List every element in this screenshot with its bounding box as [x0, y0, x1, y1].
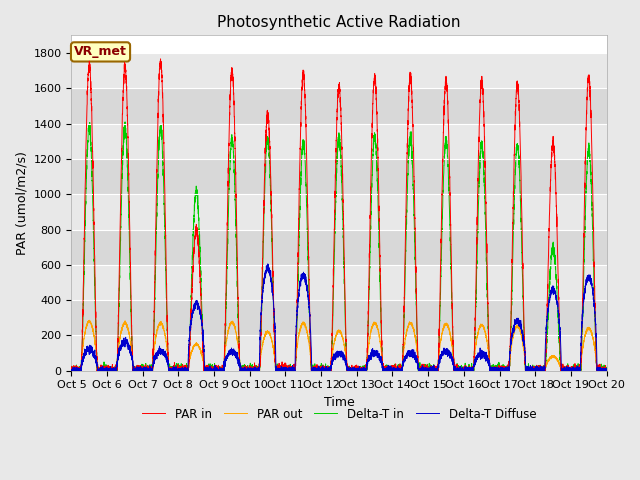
Delta-T in	[603, 367, 611, 373]
Delta-T in	[177, 364, 184, 370]
Delta-T in	[489, 368, 497, 373]
Delta-T in	[601, 368, 609, 373]
PAR out	[177, 368, 184, 373]
PAR in	[157, 56, 164, 62]
PAR in	[489, 368, 497, 373]
PAR in	[413, 315, 420, 321]
Delta-T in	[68, 368, 76, 373]
Y-axis label: PAR (umol/m2/s): PAR (umol/m2/s)	[15, 151, 28, 255]
Bar	[72, 336, 607, 371]
Line: Delta-T Diffuse: Delta-T Diffuse	[72, 264, 607, 371]
Bar	[72, 300, 607, 336]
PAR in	[177, 368, 184, 373]
Legend: PAR in, PAR out, Delta-T in, Delta-T Diffuse: PAR in, PAR out, Delta-T in, Delta-T Dif…	[137, 403, 541, 425]
Bar	[72, 124, 607, 159]
Delta-T in	[68, 366, 76, 372]
Delta-T in	[268, 239, 276, 244]
Delta-T in	[413, 324, 420, 330]
Bar	[72, 265, 607, 300]
Delta-T Diffuse	[68, 368, 76, 373]
PAR in	[601, 368, 609, 373]
Delta-T Diffuse	[601, 368, 609, 373]
Bar	[72, 53, 607, 88]
PAR in	[68, 368, 76, 373]
PAR out	[86, 317, 93, 323]
Bar	[72, 229, 607, 265]
PAR out	[489, 367, 497, 373]
Delta-T Diffuse	[268, 280, 276, 286]
Delta-T Diffuse	[413, 360, 420, 366]
Bar	[72, 159, 607, 194]
X-axis label: Time: Time	[324, 396, 355, 409]
Delta-T Diffuse	[68, 367, 76, 372]
Delta-T Diffuse	[489, 368, 497, 373]
PAR out	[601, 368, 609, 373]
PAR out	[603, 367, 611, 373]
PAR in	[268, 218, 276, 224]
PAR out	[413, 348, 420, 353]
Bar	[72, 88, 607, 124]
Delta-T in	[121, 119, 129, 125]
Line: PAR in: PAR in	[72, 59, 607, 371]
PAR in	[182, 367, 190, 373]
Delta-T Diffuse	[603, 368, 611, 373]
PAR out	[182, 368, 190, 373]
Delta-T Diffuse	[182, 368, 190, 373]
Line: Delta-T in: Delta-T in	[72, 122, 607, 371]
Bar	[72, 194, 607, 229]
Delta-T Diffuse	[264, 261, 271, 267]
Title: Photosynthetic Active Radiation: Photosynthetic Active Radiation	[217, 15, 461, 30]
PAR out	[68, 368, 76, 373]
Text: VR_met: VR_met	[74, 46, 127, 59]
PAR out	[268, 337, 276, 343]
Delta-T in	[182, 366, 190, 372]
PAR in	[68, 368, 76, 373]
Delta-T Diffuse	[177, 367, 184, 373]
PAR in	[603, 368, 611, 373]
Line: PAR out: PAR out	[72, 320, 607, 371]
